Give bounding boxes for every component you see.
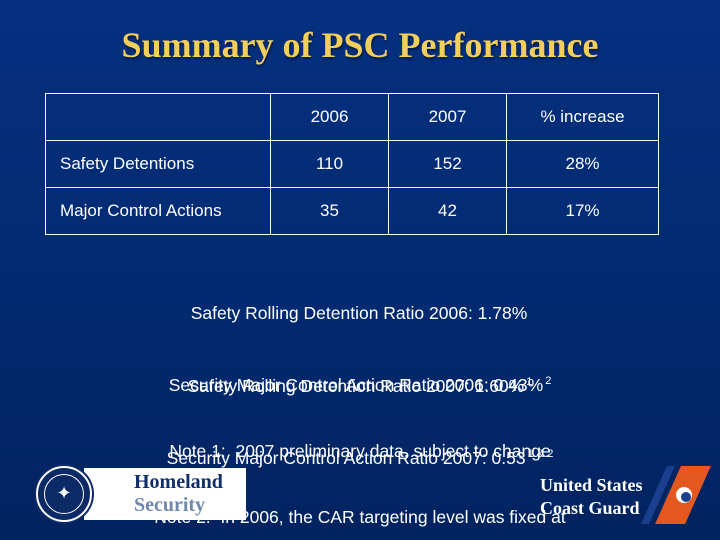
safety-ratio-block: Safety Rolling Detention Ratio 2006: 1.7… (0, 252, 720, 444)
table-header-increase: % increase (506, 93, 659, 141)
row-label: Safety Detentions (45, 140, 271, 188)
cell-value: 110 (270, 140, 389, 188)
safety-ratio-line: Safety Rolling Detention Ratio 2006: 1.7… (0, 298, 720, 325)
uscg-emblem-icon (676, 487, 692, 503)
security-ratio-line: Security Major Control Action Ratio 2007… (0, 443, 720, 470)
dhs-seal-ring (44, 474, 84, 514)
dhs-wordmark-security: Security (134, 494, 206, 516)
table-row: Major Control Actions 35 42 17% (45, 187, 659, 235)
page-title: Summary of PSC Performance (121, 25, 599, 65)
footnote-ref: 2 (545, 375, 552, 387)
security-ratio-block: Security Major Control Action Ratio 2006… (0, 324, 720, 516)
table-header-2006: 2006 (270, 93, 389, 141)
row-label: Major Control Actions (45, 187, 271, 235)
dhs-homeland-security-logo: Homeland Security ✦ (36, 466, 246, 522)
footnote-ref: 1 (526, 375, 533, 388)
table-header-2007: 2007 (388, 93, 507, 141)
table-header-empty (45, 93, 271, 141)
table-header-row: 2006 2007 % increase (45, 93, 659, 141)
cell-value: 35 (270, 187, 389, 235)
ratio-text: Security Major Control Action Ratio 2006… (168, 374, 544, 395)
cell-value: 42 (388, 187, 507, 235)
ratio-text: Security Major Control Action Ratio 2007… (166, 447, 526, 468)
uscg-emblem-core (681, 492, 691, 502)
psc-performance-table: 2006 2007 % increase Safety Detentions 1… (45, 93, 659, 235)
eagle-icon: ✦ (56, 483, 72, 503)
uscg-racing-stripe-icon (641, 466, 711, 524)
cell-value: 152 (388, 140, 507, 188)
uscg-wordmark: United States Coast Guard (540, 474, 643, 520)
uscg-line-united-states: United States (540, 475, 643, 495)
cell-value: 17% (506, 187, 659, 235)
dhs-seal-icon: ✦ (36, 466, 92, 522)
ratio-text: Safety Rolling Detention Ratio 2006: 1.7… (190, 302, 528, 323)
safety-ratio-line: Safety Rolling Detention Ratio 2007: 1.6… (0, 371, 720, 398)
note-line: Note 1: 2007 preliminary data, subject t… (169, 441, 551, 461)
table-row: Safety Detentions 110 152 28% (45, 140, 659, 188)
dhs-wordmark-box: Homeland Security (84, 468, 246, 520)
dhs-wordmark-homeland: Homeland (134, 471, 223, 493)
cell-value: 28% (506, 140, 659, 188)
ratio-text: Safety Rolling Detention Ratio 2007: 1.6… (187, 375, 525, 396)
uscg-line-coast-guard: Coast Guard (540, 498, 640, 518)
security-ratio-line: Security Major Control Action Ratio 2006… (0, 370, 720, 397)
footnote-ref: 1 & 2 (527, 447, 554, 460)
